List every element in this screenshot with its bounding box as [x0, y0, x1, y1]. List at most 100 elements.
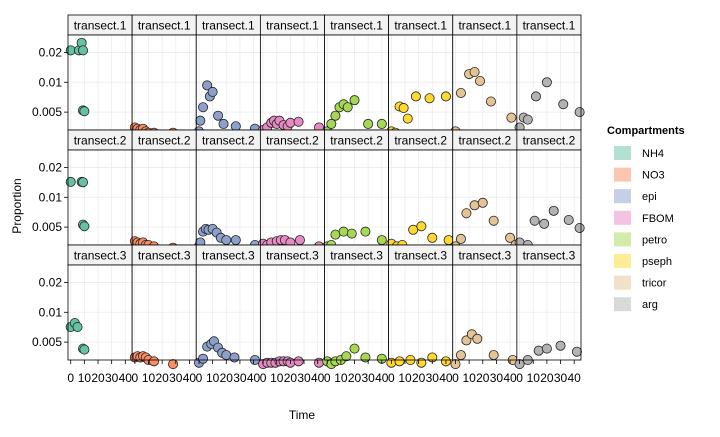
- data-point: [229, 352, 240, 363]
- data-point: [341, 351, 352, 362]
- strip-label: transect.1: [523, 19, 576, 33]
- x-tick-label: 40: [439, 371, 453, 385]
- gridlines: [260, 265, 325, 360]
- legend-swatch: [614, 275, 631, 290]
- data-point: [555, 340, 566, 351]
- legend-swatch: [614, 232, 631, 247]
- x-tick-label: 10: [334, 371, 348, 385]
- strip-label: transect.2: [523, 134, 576, 148]
- legend-item-NH4: NH4: [614, 146, 664, 160]
- data-point: [410, 91, 421, 102]
- legend-swatch: [614, 254, 631, 268]
- data-point: [168, 359, 179, 370]
- y-tick-label: 0.02: [39, 275, 63, 289]
- x-tick-label: 30: [361, 371, 375, 385]
- legend-label: NO3: [642, 170, 665, 182]
- data-point: [65, 176, 76, 187]
- x-tick-label: 40: [247, 371, 261, 385]
- x-tick-label: 20: [284, 371, 298, 385]
- data-point: [293, 116, 304, 127]
- panel-transect.3-arg: transect.3: [514, 244, 582, 370]
- gridlines: [324, 265, 389, 360]
- strip-label: transect.1: [202, 19, 255, 33]
- data-point: [294, 235, 305, 246]
- y-tick-label: 0.01: [39, 190, 63, 204]
- data-point: [198, 353, 209, 364]
- strip-label: transect.1: [458, 19, 511, 33]
- gridlines: [388, 150, 453, 245]
- gridlines: [260, 35, 325, 130]
- x-axis-title: Time: [289, 408, 316, 422]
- x-tick-label: 20: [540, 371, 554, 385]
- y-tick-label: 0.005: [32, 220, 62, 234]
- x-tick-label: 30: [297, 371, 311, 385]
- gridlines: [132, 35, 197, 130]
- data-point: [469, 200, 480, 211]
- data-point: [346, 228, 357, 239]
- x-tick-label: 0: [388, 371, 395, 385]
- data-point: [79, 221, 90, 232]
- legend-items: NH4 NO3 epi FBOM petro pseph tricor arg: [614, 146, 674, 312]
- gridlines: [68, 265, 133, 360]
- panel-transect.2-NO3: transect.2: [129, 129, 197, 253]
- panel-transect.1-arg: transect.1: [514, 14, 585, 133]
- x-tick-label: 20: [476, 371, 490, 385]
- strip-label: transect.2: [394, 134, 447, 148]
- y-tick-label: 0.005: [32, 105, 62, 119]
- legend-item-arg: arg: [614, 297, 658, 312]
- x-tick-label: 0: [452, 371, 459, 385]
- data-point: [221, 350, 232, 361]
- x-tick-label: 30: [233, 371, 247, 385]
- legend-label: petro: [642, 234, 667, 246]
- data-point: [363, 118, 374, 129]
- data-point: [230, 235, 241, 246]
- gridlines: [196, 35, 261, 130]
- legend-item-NO3: NO3: [614, 167, 665, 182]
- legend-label: tricor: [642, 278, 667, 290]
- data-point: [574, 107, 585, 118]
- y-tick-label: 0.02: [39, 160, 63, 174]
- panel-transect.3-NH4: transect.3: [65, 244, 133, 361]
- data-point: [79, 106, 90, 117]
- y-tick-label: 0.02: [39, 45, 63, 59]
- panel-transect.2-petro: transect.2: [322, 129, 390, 252]
- gridlines: [452, 150, 517, 245]
- data-point: [79, 344, 90, 355]
- data-point: [472, 333, 483, 344]
- strip-label: transect.2: [138, 134, 191, 148]
- data-point: [455, 87, 466, 98]
- data-point: [78, 45, 89, 56]
- x-tick-label: 10: [270, 371, 284, 385]
- strip-label: transect.2: [330, 134, 383, 148]
- y-tick-label: 0.01: [39, 305, 63, 319]
- y-tick-label: 0.005: [32, 335, 62, 349]
- legend-item-FBOM: FBOM: [614, 210, 674, 225]
- x-tick-label: 20: [220, 371, 234, 385]
- strip-label: transect.2: [202, 134, 255, 148]
- x-tick-label: 0: [260, 371, 267, 385]
- data-point: [427, 232, 438, 243]
- panel-transect.2-NH4: transect.2: [65, 129, 133, 246]
- data-point: [461, 208, 472, 219]
- gridlines: [132, 150, 197, 245]
- legend-swatch: [614, 146, 631, 160]
- x-tick-label: 0: [324, 371, 331, 385]
- data-point: [408, 224, 419, 235]
- gridlines: [196, 265, 261, 360]
- panel-transect.3-pseph: transect.3: [386, 244, 454, 368]
- legend-swatch: [614, 167, 631, 182]
- data-point: [533, 345, 544, 356]
- legend-label: FBOM: [642, 213, 674, 225]
- x-tick-label: 20: [348, 371, 362, 385]
- data-point: [541, 343, 552, 354]
- data-point: [485, 96, 496, 107]
- data-point: [230, 121, 241, 132]
- data-point: [506, 112, 517, 123]
- legend-item-petro: petro: [614, 232, 667, 247]
- data-point: [477, 197, 488, 208]
- data-point: [195, 115, 206, 126]
- data-point: [455, 350, 466, 361]
- gridlines: [388, 265, 453, 360]
